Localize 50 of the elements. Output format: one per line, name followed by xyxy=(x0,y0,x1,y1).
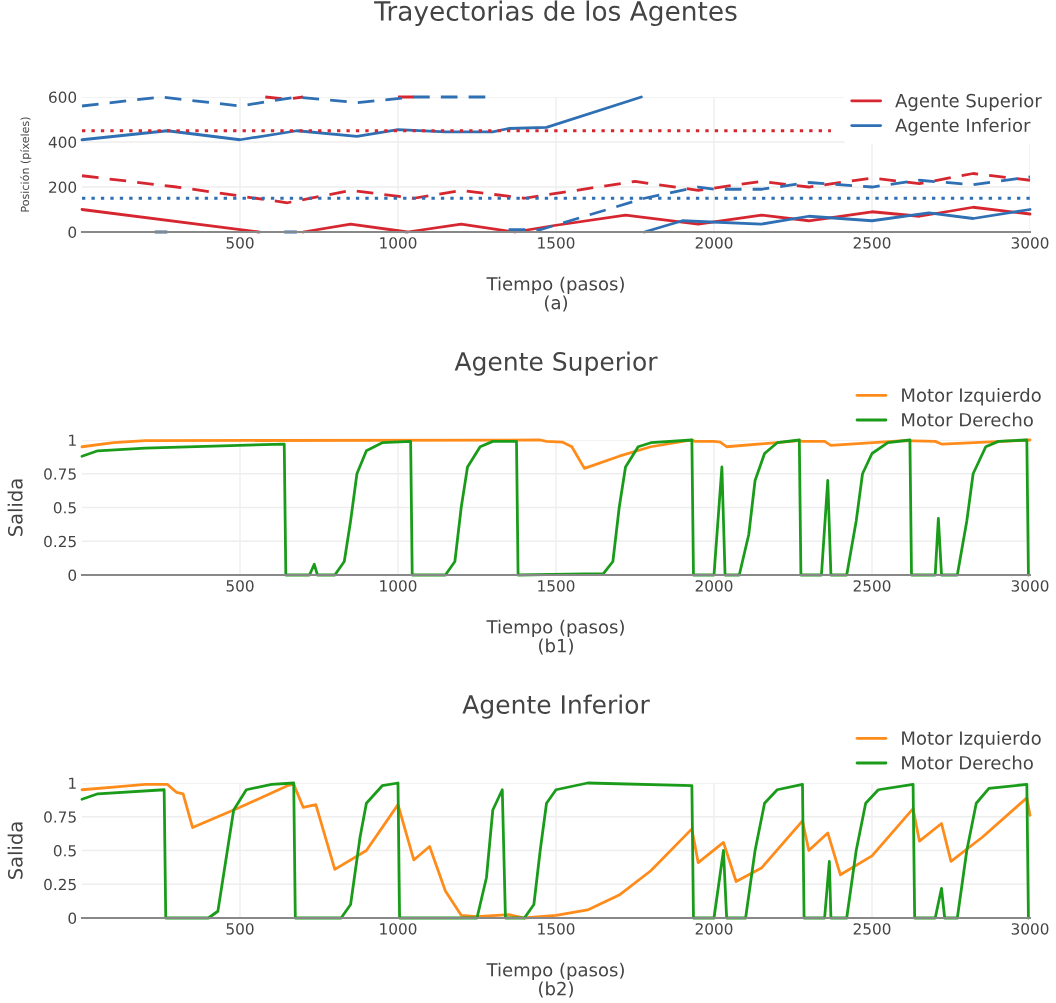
legend-label: Agente Superior xyxy=(895,93,1042,111)
y-axis-title: Posición (píxeles) xyxy=(20,117,32,212)
y-tick-label: 0.25 xyxy=(44,535,76,548)
x-tick-label: 2000 xyxy=(695,580,733,592)
x-tick-label: 2000 xyxy=(695,237,733,249)
x-tick-label: 1500 xyxy=(538,923,575,935)
y-tick-label: 200 xyxy=(49,181,77,194)
legend-label: Motor Derecho xyxy=(902,412,1033,427)
x-axis-title: Tiempo (pasos) (a) xyxy=(486,276,624,312)
x-tick-label: 1000 xyxy=(380,923,417,935)
legend-label: Motor Izquierdo xyxy=(902,730,1041,749)
y-tick-label: 1 xyxy=(69,777,76,789)
x-axis-title: Tiempo (pasos) (b2) xyxy=(486,962,624,998)
chart-title: Agente Inferior xyxy=(462,694,650,719)
y-tick-label: 0.5 xyxy=(53,501,76,514)
x-tick-label: 1000 xyxy=(380,237,417,249)
x-tick-label: 500 xyxy=(226,237,254,249)
chart-title: Agente Superior xyxy=(454,351,658,376)
y-tick-label: 1 xyxy=(69,434,76,446)
y-tick-label: 0.5 xyxy=(53,844,76,857)
x-tick-label: 2500 xyxy=(853,580,891,592)
x-tick-label: 2000 xyxy=(695,923,733,935)
y-tick-label: 0.75 xyxy=(44,811,76,823)
x-axis-title: Tiempo (pasos) (b1) xyxy=(486,619,624,655)
x-tick-label: 1500 xyxy=(538,237,575,249)
x-tick-label: 2500 xyxy=(853,923,891,935)
x-tick-label: 1500 xyxy=(538,580,575,592)
legend-label: Motor Derecho xyxy=(902,755,1033,770)
x-tick-label: 3000 xyxy=(1011,580,1049,592)
y-tick-label: 0.75 xyxy=(44,468,76,480)
y-tick-label: 0 xyxy=(68,226,77,239)
line-series xyxy=(80,172,1032,205)
y-tick-label: 0 xyxy=(68,912,77,925)
x-tick-label: 500 xyxy=(226,923,254,935)
x-tick-label: 3000 xyxy=(1011,923,1049,935)
x-tick-label: 3000 xyxy=(1011,237,1049,249)
chart-title: Trayectorias de los Agentes xyxy=(374,0,737,27)
y-tick-label: 600 xyxy=(49,91,77,104)
x-tick-label: 500 xyxy=(226,580,254,592)
line-series xyxy=(643,208,1032,234)
y-axis-title: Salida xyxy=(7,822,23,879)
y-tick-label: 0 xyxy=(68,569,77,582)
line-series xyxy=(80,438,1030,577)
x-tick-label: 2500 xyxy=(853,237,891,249)
legend-label: Agente Inferior xyxy=(895,118,1031,136)
y-tick-label: 0.25 xyxy=(44,878,76,891)
y-axis-title: Salida xyxy=(7,479,23,536)
legend-label: Motor Izquierdo xyxy=(902,387,1041,406)
x-tick-label: 1000 xyxy=(380,580,417,592)
y-tick-label: 400 xyxy=(48,136,77,149)
